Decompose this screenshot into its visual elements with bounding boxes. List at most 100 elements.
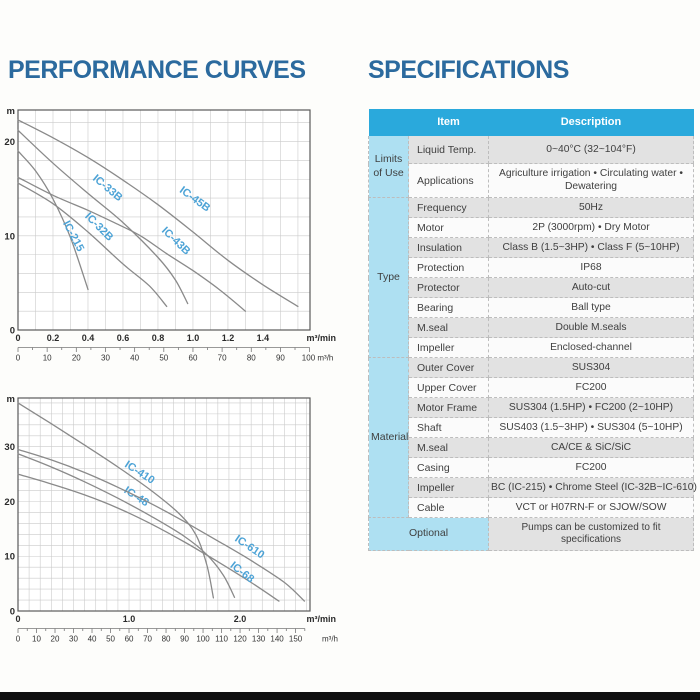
spec-desc-value: Ball type <box>488 297 694 318</box>
spec-row: Motor 2P (3000rpm) • Dry Motor <box>369 217 694 238</box>
spec-item-label: Protector <box>408 277 489 298</box>
spec-item-label: Protection <box>408 257 489 278</box>
x-tick-label: 0.6 <box>117 333 130 343</box>
spec-row: Protector Auto-cut <box>369 277 694 298</box>
x2-end-label: 100 m³/h <box>302 354 334 363</box>
x2-tick-label: 80 <box>162 635 171 644</box>
spec-row: Shaft SUS403 (1.5~3HP) • SUS304 (5~10HP) <box>369 417 694 438</box>
x2-tick-label: 0 <box>16 354 21 363</box>
bottom-border-bar <box>0 692 700 700</box>
spec-desc-value: Enclosed-channel <box>488 337 694 358</box>
spec-row: Bearing Ball type <box>369 297 694 318</box>
spec-row: M.seal Double M.seals <box>369 317 694 338</box>
spec-desc-value: SUS304 <box>488 357 694 378</box>
x2-tick-label: 50 <box>159 354 168 363</box>
y-tick-label: 0 <box>10 607 15 618</box>
spec-desc-optional: Pumps can be customized to fit specifica… <box>488 517 694 551</box>
curve-IC-43B <box>17 176 247 312</box>
x2-tick-label: 20 <box>51 635 60 644</box>
spec-desc-value: Auto-cut <box>488 277 694 298</box>
spec-item-label: Shaft <box>408 417 489 438</box>
plot-border <box>17 397 311 612</box>
spec-header-row: Item Description <box>368 108 694 136</box>
spec-category-optional: Optional <box>368 517 489 551</box>
spec-item-label: Outer Cover <box>408 357 489 378</box>
spec-item-label: Upper Cover <box>408 377 489 398</box>
y-tick-label: 20 <box>4 137 15 148</box>
y-tick-label: 30 <box>4 442 15 453</box>
x2-tick-label: 20 <box>72 354 81 363</box>
x2-tick-label: 100 <box>196 635 210 644</box>
spec-row: Applications Agriculture irrigation • Cir… <box>369 163 694 198</box>
x-tick-label: 0.4 <box>82 333 95 343</box>
x2-tick-label: 70 <box>143 635 152 644</box>
x-tick-label: 0 <box>15 614 20 624</box>
x2-tick-label: 10 <box>43 354 52 363</box>
spec-desc-value: IP68 <box>488 257 694 278</box>
curve-IC-45B <box>17 119 299 308</box>
x-tick-label: 1.4 <box>257 333 270 343</box>
curve-IC-610 <box>17 448 306 602</box>
x2-tick-label: 80 <box>247 354 256 363</box>
x2-tick-label: 110 <box>215 635 228 644</box>
spec-category-type: Type <box>368 197 409 358</box>
x2-tick-label: 10 <box>32 635 41 644</box>
x2-tick-label: 50 <box>106 635 115 644</box>
spec-item-label: Frequency <box>408 197 489 218</box>
x2-tick-label: 130 <box>252 635 266 644</box>
y-axis-unit: m <box>7 106 15 117</box>
x-tick-label: 1.0 <box>187 333 200 343</box>
performance-curves-title: PERFORMANCE CURVES <box>8 56 306 84</box>
spec-row: Cable VCT or H07RN-F or SJOW/SOW <box>369 497 694 518</box>
y-tick-label: 10 <box>4 552 15 563</box>
secondary-axis <box>17 347 310 352</box>
x2-tick-label: 90 <box>276 354 285 363</box>
x2-tick-label: 0 <box>16 635 21 644</box>
spec-desc-value: SUS403 (1.5~3HP) • SUS304 (5~10HP) <box>488 417 694 438</box>
curve-IC-32B <box>17 182 168 308</box>
x2-tick-label: 140 <box>270 635 284 644</box>
x2-end-label: m³/h <box>322 635 338 644</box>
x-tick-label: 0.8 <box>152 333 165 343</box>
spec-desc-value: BC (IC-215) • Chrome Steel (IC-32B~IC-61… <box>488 477 697 498</box>
spec-desc-value: Class B (1.5~3HP) • Class F (5~10HP) <box>488 237 694 258</box>
spec-category-material: Material <box>368 357 409 518</box>
y-tick-label: 20 <box>4 497 15 508</box>
spec-desc-value: Agriculture irrigation • Circulating wat… <box>488 163 694 198</box>
curve-IC-33B <box>17 129 189 305</box>
spec-desc-value: SUS304 (1.5HP) • FC200 (2~10HP) <box>488 397 694 418</box>
x2-tick-label: 90 <box>180 635 189 644</box>
x2-tick-label: 40 <box>88 635 97 644</box>
spec-desc-value: FC200 <box>488 457 694 478</box>
x2-tick-label: 60 <box>189 354 198 363</box>
spec-row: Casing FC200 <box>369 457 694 478</box>
spec-item-label: Liquid Temp. <box>408 135 489 164</box>
spec-desc-value: Double M.seals <box>488 317 694 338</box>
spec-item-label: Bearing <box>408 297 489 318</box>
specifications-title: SPECIFICATIONS <box>368 56 569 84</box>
spec-desc-value: 2P (3000rpm) • Dry Motor <box>488 217 694 238</box>
spec-item-label: Impeller <box>408 337 489 358</box>
performance-chart-bottom: m 0 10 20 30 0 1.0 2.0 m³/min 0 10 20 30 40 50 60 70 80 90… <box>4 394 338 644</box>
x-axis-unit: m³/min <box>306 333 336 343</box>
spec-row: Insulation Class B (1.5~3HP) • Class F (5… <box>369 237 694 258</box>
spec-optional-row: Optional Pumps can be customized to fit s… <box>368 517 694 551</box>
x-tick-label: 0 <box>15 333 20 343</box>
x2-tick-label: 120 <box>233 635 247 644</box>
x2-tick-label: 60 <box>125 635 134 644</box>
spec-item-label: Motor <box>408 217 489 238</box>
spec-item-label: Casing <box>408 457 489 478</box>
spec-item-label: M.seal <box>408 437 489 458</box>
spec-item-label: Applications <box>408 163 489 198</box>
spec-item-label: Impeller <box>408 477 489 498</box>
spec-desc-value: FC200 <box>488 377 694 398</box>
spec-header-blank <box>368 108 409 136</box>
y-axis-unit: m <box>7 394 15 405</box>
x-tick-label: 1.0 <box>123 614 136 624</box>
performance-chart-top: m 0 10 20 0 0.2 0.4 0.6 0.8 1.0 1.2 1.4 m³/min 0 10 20 3… <box>4 106 336 363</box>
curve-IC-68 <box>17 473 280 602</box>
grid <box>18 398 310 611</box>
spec-row: Material Outer Cover SUS304 <box>368 357 694 518</box>
spec-header-description: Description <box>488 108 694 136</box>
spec-row: M.seal CA/CE & SiC/SiC <box>369 437 694 458</box>
